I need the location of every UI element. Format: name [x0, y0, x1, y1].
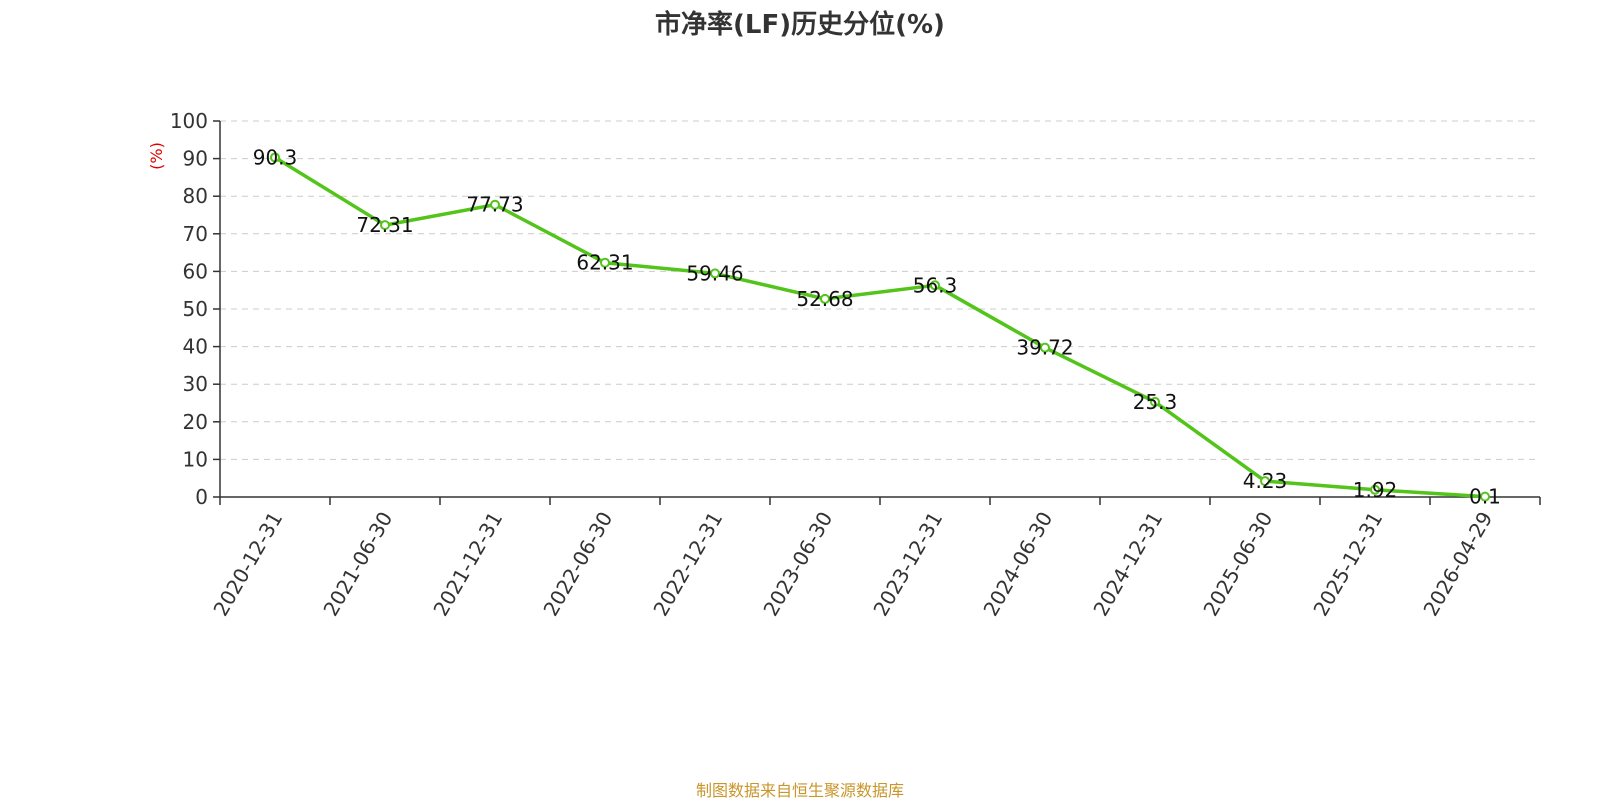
y-tick-label: 90: [183, 147, 208, 171]
data-label: 90.3: [253, 145, 298, 169]
series-group: [270, 152, 1490, 502]
data-point: [1150, 396, 1160, 407]
data-point: [930, 280, 940, 291]
data-label: 59.46: [686, 261, 743, 285]
data-point: [1260, 476, 1270, 487]
data-point: [1480, 491, 1490, 502]
x-ticks: 2020-12-31 2021-06-30 2021-12-31 2022-06-30…: [208, 497, 1541, 621]
data-point: [600, 257, 610, 268]
data-label: 0.1: [1469, 485, 1501, 509]
data-label: 62.31: [576, 251, 633, 275]
data-point: [490, 199, 500, 210]
data-label: 77.73: [466, 193, 523, 217]
x-tick-label: 2020-12-31: [208, 508, 287, 621]
y-tick-label: 0: [195, 485, 208, 509]
y-tick-label: 30: [183, 372, 208, 396]
x-tick-label: 2021-06-30: [318, 508, 397, 621]
data-point: [1040, 342, 1050, 353]
y-tick-label: 40: [183, 335, 208, 359]
series-line: [273, 155, 1487, 499]
x-tick-label: 2023-06-30: [758, 508, 837, 621]
x-tick-label: 2022-06-30: [538, 508, 617, 621]
data-label: 4.23: [1243, 469, 1288, 493]
source-note: 制图数据来自恒生聚源数据库: [696, 781, 904, 800]
data-point: [820, 293, 830, 304]
data-point: [710, 268, 720, 279]
x-tick-label: 2026-04-29: [1418, 508, 1497, 621]
data-point: [270, 152, 280, 163]
chart-title: 市净率(LF)历史分位(%): [655, 9, 945, 40]
y-tick-label: 20: [183, 410, 208, 434]
x-tick-label: 2024-12-31: [1088, 508, 1167, 621]
y-tick-label: 60: [183, 259, 208, 283]
data-point: [1370, 484, 1380, 495]
y-tick-label: 100: [170, 109, 208, 133]
y-axis-label: (%): [147, 142, 166, 170]
x-tick-label: 2024-06-30: [978, 508, 1057, 621]
data-label: 72.31: [356, 213, 413, 237]
data-label: 1.92: [1353, 478, 1398, 502]
data-label: 25.3: [1133, 390, 1178, 414]
y-tick-label: 80: [183, 184, 208, 208]
y-tick-label: 70: [183, 222, 208, 246]
x-tick-label: 2021-12-31: [428, 508, 507, 621]
data-label: 39.72: [1016, 336, 1073, 360]
x-tick-label: 2022-12-31: [648, 508, 727, 621]
y-tick-label: 50: [183, 297, 208, 321]
y-tick-label: 10: [183, 447, 208, 471]
data-labels: 90.3 72.31 77.73 62.31 59.46 52.68 56.3 39.72 25…: [253, 145, 1501, 508]
x-tick-label: 2025-06-30: [1198, 508, 1277, 621]
x-tick-label: 2023-12-31: [868, 508, 947, 621]
data-label: 52.68: [796, 287, 853, 311]
x-tick-label: 2025-12-31: [1308, 508, 1387, 621]
y-ticks: 0 10 20 30 40 50 60 70 80 90 100: [170, 109, 220, 509]
grid-lines: [220, 120, 1540, 460]
data-point: [380, 220, 390, 231]
data-label: 56.3: [913, 273, 958, 297]
